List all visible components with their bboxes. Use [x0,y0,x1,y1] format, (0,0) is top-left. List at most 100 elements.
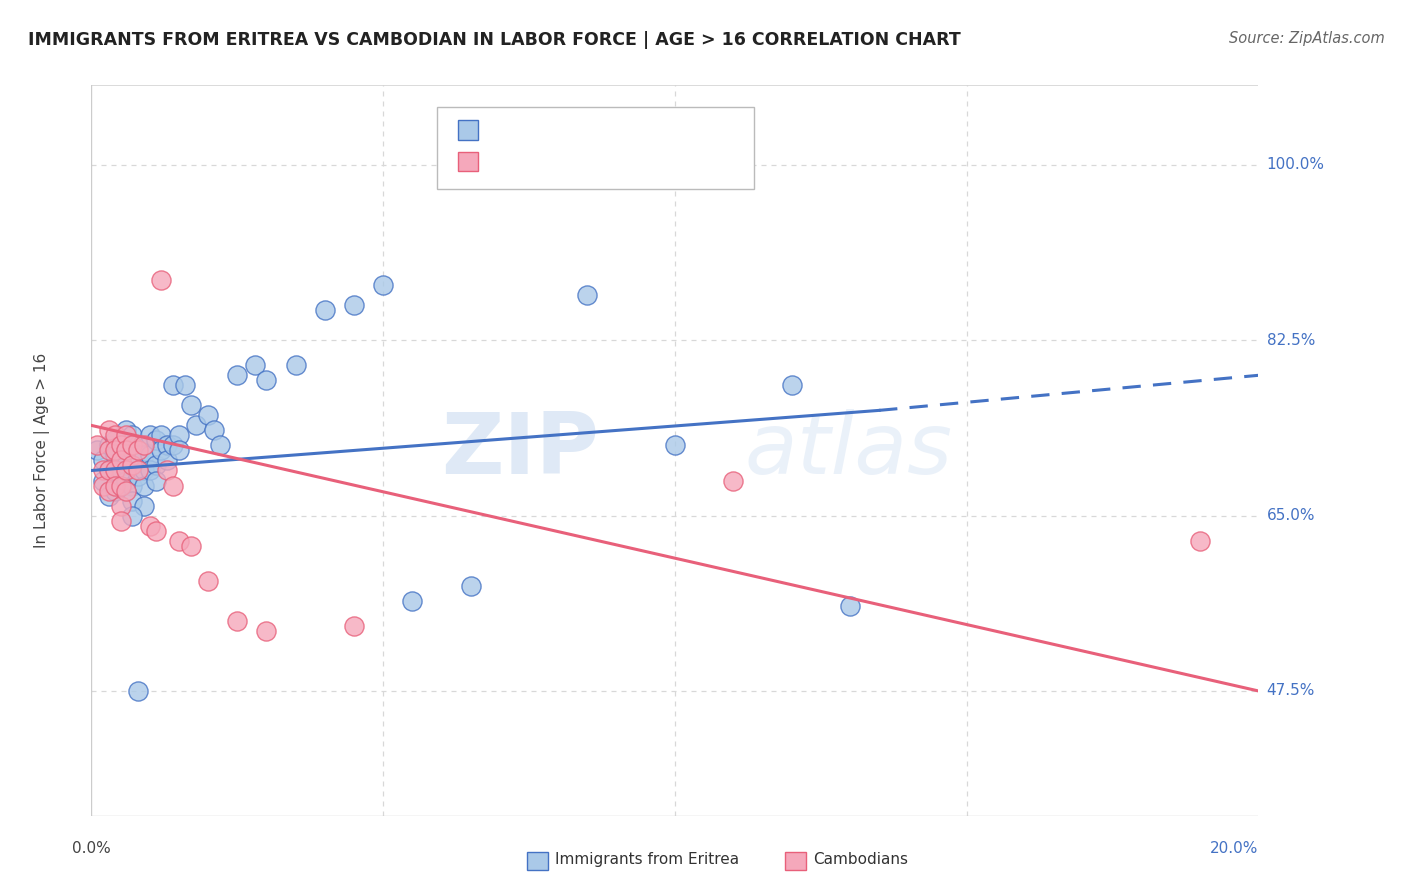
Point [723,474,745,488]
Point [156,463,179,477]
Point [104,463,127,477]
Point [104,443,127,458]
Point [121,428,143,442]
Point [110,438,132,452]
Point [127,463,149,477]
Point [121,493,143,508]
Point [97,483,120,498]
Point [167,443,190,458]
Point [150,443,173,458]
Point [150,428,173,442]
Point [284,359,307,373]
Point [173,378,195,392]
Point [121,438,143,452]
Point [104,428,127,442]
Text: 0.157: 0.157 [529,122,576,136]
Point [343,298,366,312]
Point [167,533,190,548]
Point [104,478,127,492]
Point [401,593,423,607]
Text: IMMIGRANTS FROM ERITREA VS CAMBODIAN IN LABOR FORCE | AGE > 16 CORRELATION CHART: IMMIGRANTS FROM ERITREA VS CAMBODIAN IN … [28,31,960,49]
Text: 82.5%: 82.5% [1267,333,1315,348]
Point [97,489,120,503]
Point [104,434,127,448]
Point [115,458,138,473]
Point [138,463,162,477]
Point [138,428,162,442]
Text: atlas: atlas [745,409,953,492]
Text: 20.0%: 20.0% [1211,841,1258,856]
Point [97,463,120,477]
Point [226,614,249,628]
Point [162,438,184,452]
Text: Immigrants from Eritrea: Immigrants from Eritrea [555,853,740,867]
Point [121,478,143,492]
Point [156,453,179,467]
Point [132,438,155,452]
Point [162,478,184,492]
Point [127,468,149,483]
Point [254,624,277,638]
Point [145,434,167,448]
Point [121,458,143,473]
Point [208,438,231,452]
Point [576,288,599,302]
Point [127,449,149,463]
Point [254,373,277,387]
Point [343,619,366,633]
Text: Source: ZipAtlas.com: Source: ZipAtlas.com [1229,31,1385,46]
Point [460,579,482,593]
Point [110,499,132,513]
Point [110,453,132,467]
Text: R =: R = [486,122,515,136]
Point [110,478,132,492]
Point [156,438,179,452]
Point [110,514,132,528]
Point [104,449,127,463]
Point [115,424,138,438]
Point [110,463,132,477]
Text: R =: R = [486,153,515,168]
Point [167,428,190,442]
Point [110,438,132,452]
Text: 65.0%: 65.0% [1267,508,1315,523]
Text: 100.0%: 100.0% [1267,157,1324,172]
Point [86,438,108,452]
Point [97,438,120,452]
Point [664,438,686,452]
Point [115,443,138,458]
Point [91,478,114,492]
Point [838,599,860,613]
Point [91,474,114,488]
Text: Cambodians: Cambodians [813,853,908,867]
Point [121,443,143,458]
Point [127,443,149,458]
Point [97,443,120,458]
Point [202,424,225,438]
Point [145,474,167,488]
Point [121,508,143,523]
Point [145,524,167,538]
Point [115,463,138,477]
Text: 65: 65 [627,122,648,136]
Point [132,463,155,477]
Point [243,359,266,373]
Text: 0.0%: 0.0% [72,841,111,856]
Text: N =: N = [585,153,614,168]
Point [115,483,138,498]
Point [138,518,162,533]
Text: 38: 38 [627,153,648,168]
Text: In Labor Force | Age > 16: In Labor Force | Age > 16 [34,353,51,548]
Point [110,478,132,492]
Point [115,474,138,488]
Point [197,574,219,588]
Text: ZIP: ZIP [441,409,599,492]
Point [145,458,167,473]
Point [86,443,108,458]
Point [226,368,249,383]
Point [97,463,120,477]
Point [91,463,114,477]
Text: -0.205: -0.205 [529,153,583,168]
Point [162,378,184,392]
Point [186,418,208,433]
